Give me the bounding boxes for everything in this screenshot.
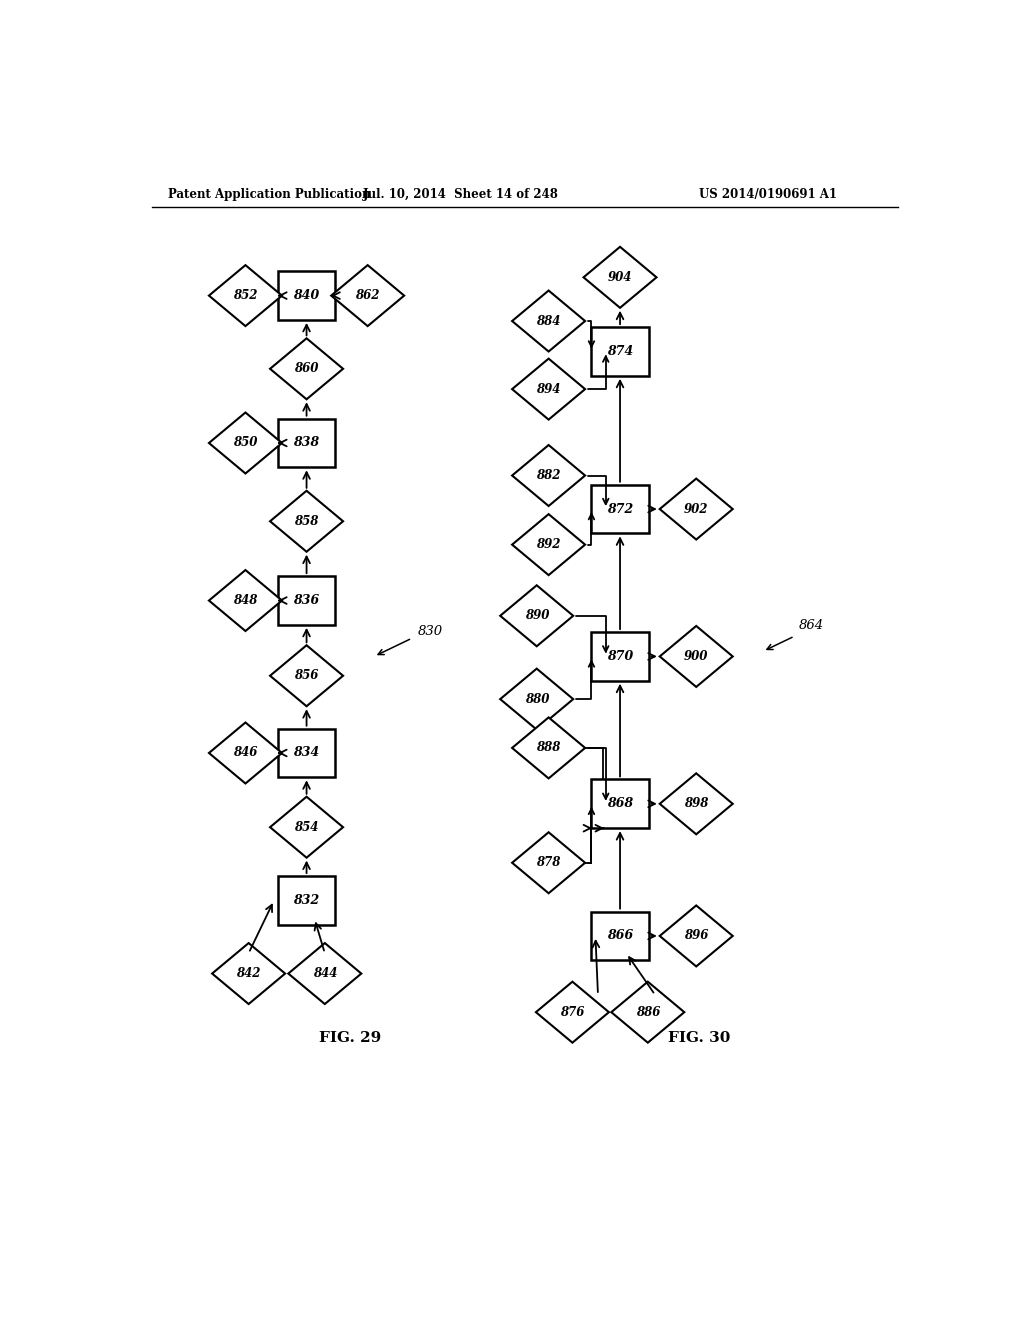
Text: 854: 854 bbox=[294, 821, 318, 834]
Polygon shape bbox=[512, 359, 585, 420]
Text: 880: 880 bbox=[524, 693, 549, 706]
FancyBboxPatch shape bbox=[592, 484, 648, 533]
Text: 856: 856 bbox=[294, 669, 318, 682]
Text: 884: 884 bbox=[537, 314, 561, 327]
Polygon shape bbox=[270, 491, 343, 552]
Text: 904: 904 bbox=[608, 271, 632, 284]
Text: 864: 864 bbox=[799, 619, 823, 632]
Text: 882: 882 bbox=[537, 469, 561, 482]
Polygon shape bbox=[611, 982, 684, 1043]
FancyBboxPatch shape bbox=[592, 779, 648, 828]
Text: 868: 868 bbox=[607, 797, 633, 810]
Polygon shape bbox=[270, 797, 343, 858]
Polygon shape bbox=[512, 290, 585, 351]
Text: 836: 836 bbox=[294, 594, 319, 607]
Text: 840: 840 bbox=[294, 289, 319, 302]
Polygon shape bbox=[209, 412, 282, 474]
Text: 872: 872 bbox=[607, 503, 633, 516]
Text: 894: 894 bbox=[537, 383, 561, 396]
Polygon shape bbox=[512, 445, 585, 506]
Text: 844: 844 bbox=[312, 968, 337, 979]
Text: 848: 848 bbox=[233, 594, 258, 607]
FancyBboxPatch shape bbox=[278, 876, 335, 925]
Text: 902: 902 bbox=[684, 503, 709, 516]
Polygon shape bbox=[512, 718, 585, 779]
Text: 892: 892 bbox=[537, 539, 561, 552]
Text: 878: 878 bbox=[537, 857, 561, 870]
Text: 898: 898 bbox=[684, 797, 709, 810]
FancyBboxPatch shape bbox=[278, 271, 335, 319]
Text: 834: 834 bbox=[294, 747, 319, 759]
FancyBboxPatch shape bbox=[592, 912, 648, 961]
Polygon shape bbox=[270, 338, 343, 399]
Polygon shape bbox=[512, 833, 585, 894]
Text: Patent Application Publication: Patent Application Publication bbox=[168, 189, 371, 202]
Polygon shape bbox=[659, 774, 733, 834]
Polygon shape bbox=[659, 906, 733, 966]
Text: FIG. 30: FIG. 30 bbox=[669, 1031, 730, 1044]
Polygon shape bbox=[659, 626, 733, 686]
Polygon shape bbox=[500, 669, 573, 730]
Polygon shape bbox=[584, 247, 656, 308]
Text: 874: 874 bbox=[607, 345, 633, 358]
Text: 838: 838 bbox=[294, 437, 319, 450]
Text: 890: 890 bbox=[524, 610, 549, 622]
FancyBboxPatch shape bbox=[278, 418, 335, 467]
Polygon shape bbox=[536, 982, 609, 1043]
Polygon shape bbox=[209, 265, 282, 326]
Text: 866: 866 bbox=[607, 929, 633, 942]
Polygon shape bbox=[209, 722, 282, 784]
Text: 900: 900 bbox=[684, 649, 709, 663]
Polygon shape bbox=[331, 265, 404, 326]
Polygon shape bbox=[212, 942, 285, 1005]
Text: 832: 832 bbox=[294, 894, 319, 907]
Text: 886: 886 bbox=[636, 1006, 660, 1019]
Polygon shape bbox=[659, 479, 733, 540]
Text: 850: 850 bbox=[233, 437, 258, 450]
Text: 830: 830 bbox=[418, 624, 442, 638]
Text: 896: 896 bbox=[684, 929, 709, 942]
FancyBboxPatch shape bbox=[592, 632, 648, 681]
Text: 858: 858 bbox=[294, 515, 318, 528]
Text: 862: 862 bbox=[355, 289, 380, 302]
Text: 846: 846 bbox=[233, 747, 258, 759]
FancyBboxPatch shape bbox=[278, 729, 335, 777]
Polygon shape bbox=[209, 570, 282, 631]
Text: 860: 860 bbox=[294, 362, 318, 375]
Polygon shape bbox=[289, 942, 361, 1005]
FancyBboxPatch shape bbox=[278, 576, 335, 624]
Text: Jul. 10, 2014  Sheet 14 of 248: Jul. 10, 2014 Sheet 14 of 248 bbox=[364, 189, 559, 202]
Text: 852: 852 bbox=[233, 289, 258, 302]
Polygon shape bbox=[500, 585, 573, 647]
FancyBboxPatch shape bbox=[592, 327, 648, 376]
Text: 876: 876 bbox=[560, 1006, 585, 1019]
Polygon shape bbox=[512, 515, 585, 576]
Text: 888: 888 bbox=[537, 742, 561, 755]
Polygon shape bbox=[270, 645, 343, 706]
Text: US 2014/0190691 A1: US 2014/0190691 A1 bbox=[699, 189, 838, 202]
Text: 870: 870 bbox=[607, 649, 633, 663]
Text: FIG. 29: FIG. 29 bbox=[319, 1031, 381, 1044]
Text: 842: 842 bbox=[237, 968, 261, 979]
